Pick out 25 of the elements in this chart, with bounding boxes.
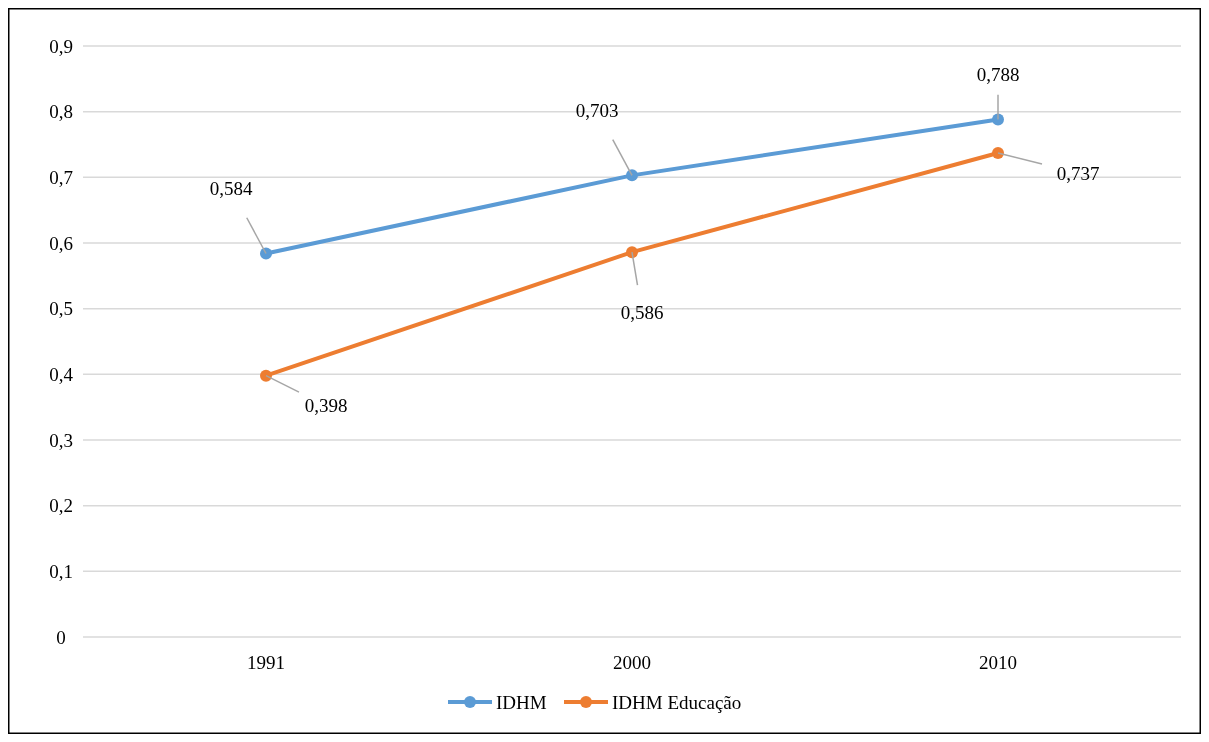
data-label: 0,788 <box>976 64 1020 86</box>
y-tick-label: 0,5 <box>49 298 73 320</box>
data-label: 0,398 <box>304 395 348 417</box>
y-tick-label: 0,9 <box>49 35 73 57</box>
point <box>260 369 272 382</box>
x-tick-label: 1991 <box>247 652 285 673</box>
y-tick-label: 0,8 <box>49 101 73 123</box>
data-label: 0,584 <box>209 178 253 200</box>
x-tick-label: 2000 <box>613 652 651 673</box>
point <box>626 169 638 182</box>
data-label: 0,737 <box>1056 162 1100 184</box>
y-tick-label: 0,7 <box>49 166 73 188</box>
point <box>626 246 638 259</box>
y-tick-label: 0,4 <box>49 363 74 385</box>
y-tick-label: 0,3 <box>49 429 73 451</box>
data-label: 0,586 <box>620 301 664 323</box>
legend-label: IDHM Educação <box>612 691 742 713</box>
y-tick-label: 0,6 <box>49 232 73 254</box>
point <box>992 147 1004 160</box>
y-tick-label: 0,2 <box>49 495 73 517</box>
y-tick-label: 0,1 <box>49 560 73 582</box>
data-label: 0,703 <box>575 100 619 122</box>
x-tick-label: 2010 <box>979 652 1017 673</box>
y-tick-label: 0 <box>56 626 66 648</box>
legend-label: IDHM <box>496 691 547 713</box>
